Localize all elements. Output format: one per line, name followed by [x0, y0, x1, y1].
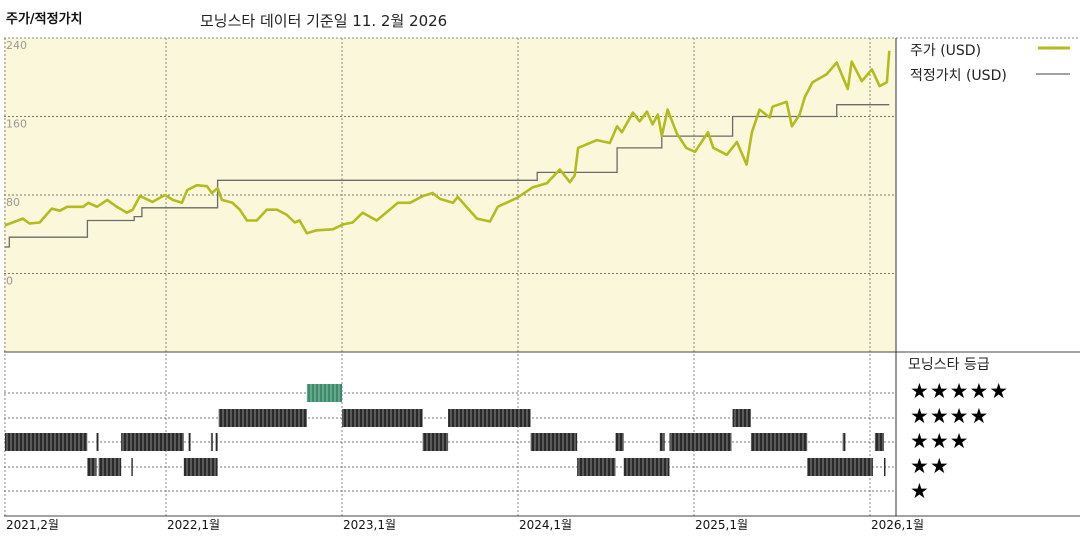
rating-5-stars: ★★★★★ — [910, 379, 1010, 403]
fair-value-line — [4, 104, 890, 248]
x-tick-label: 2022,1월 — [167, 518, 220, 532]
rating-bar-3-star — [874, 433, 884, 451]
rating-bar-2-star — [98, 458, 122, 476]
rating-bar-2-star — [883, 458, 886, 476]
rating-bar-5-star — [306, 384, 342, 402]
rating-bar-3-star — [615, 433, 624, 451]
rating-bar-2-star — [807, 458, 873, 476]
rating-bar-3-star — [121, 433, 184, 451]
rating-bar-3-star — [422, 433, 449, 451]
rating-bar-2-star — [577, 458, 616, 476]
rating-bar-2-star — [131, 458, 133, 476]
legend-fair-value-label: 적정가치 (USD) — [910, 68, 1007, 84]
rating-bar-3-star — [4, 433, 88, 451]
rating-bar-2-star — [623, 458, 670, 476]
rating-bar-3-star — [669, 433, 732, 451]
rating-4-stars: ★★★★ — [910, 404, 990, 428]
rating-3-stars: ★★★ — [910, 429, 970, 453]
rating-bar-4-star — [732, 409, 751, 427]
y-tick-label: 0 — [6, 275, 13, 288]
y-tick-label: 80 — [6, 196, 20, 209]
rating-bar-3-star — [530, 433, 578, 451]
rating-bar-3-star — [215, 433, 218, 451]
rating-1-star: ★ — [910, 479, 930, 503]
rating-bar-3-star — [842, 433, 846, 451]
rating-bar-3-star — [188, 433, 191, 451]
rating-legend-title: 모닝스타 등급 — [908, 357, 990, 373]
rating-bar-3-star — [96, 433, 99, 451]
x-tick-label: 2025,1월 — [695, 518, 748, 532]
rating-bar-3-star — [659, 433, 665, 451]
rating-bar-4-star — [342, 409, 423, 427]
rating-bar-4-star — [448, 409, 531, 427]
x-tick-label: 2021,2월 — [6, 518, 59, 532]
y-tick-label: 240 — [6, 39, 27, 52]
rating-bar-2-star — [87, 458, 97, 476]
rating-bar-4-star — [218, 409, 307, 427]
x-tick-label: 2024,1월 — [519, 518, 572, 532]
rating-bar-2-star — [183, 458, 218, 476]
price-line — [4, 50, 891, 235]
chart-title: 주가/적정가치 — [6, 12, 83, 27]
y-tick-label: 160 — [6, 118, 27, 131]
rating-bar-3-star — [210, 433, 213, 451]
legend-price-label: 주가 (USD) — [910, 43, 982, 59]
data-date-subtitle: 모닝스타 데이터 기준일 11. 2월 2026 — [200, 12, 448, 30]
x-tick-label: 2023,1월 — [343, 518, 396, 532]
rating-bar-3-star — [750, 433, 808, 451]
rating-2-stars: ★★ — [910, 454, 950, 478]
x-tick-label: 2026,1월 — [871, 518, 924, 532]
